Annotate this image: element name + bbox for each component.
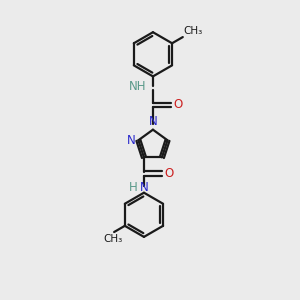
Text: NH: NH xyxy=(129,80,146,93)
Text: N: N xyxy=(148,115,157,128)
Text: O: O xyxy=(164,167,173,180)
Text: N: N xyxy=(127,134,136,147)
Text: CH₃: CH₃ xyxy=(184,26,203,36)
Text: CH₃: CH₃ xyxy=(103,234,122,244)
Text: H: H xyxy=(129,181,137,194)
Text: O: O xyxy=(173,98,182,111)
Text: N: N xyxy=(140,181,148,194)
